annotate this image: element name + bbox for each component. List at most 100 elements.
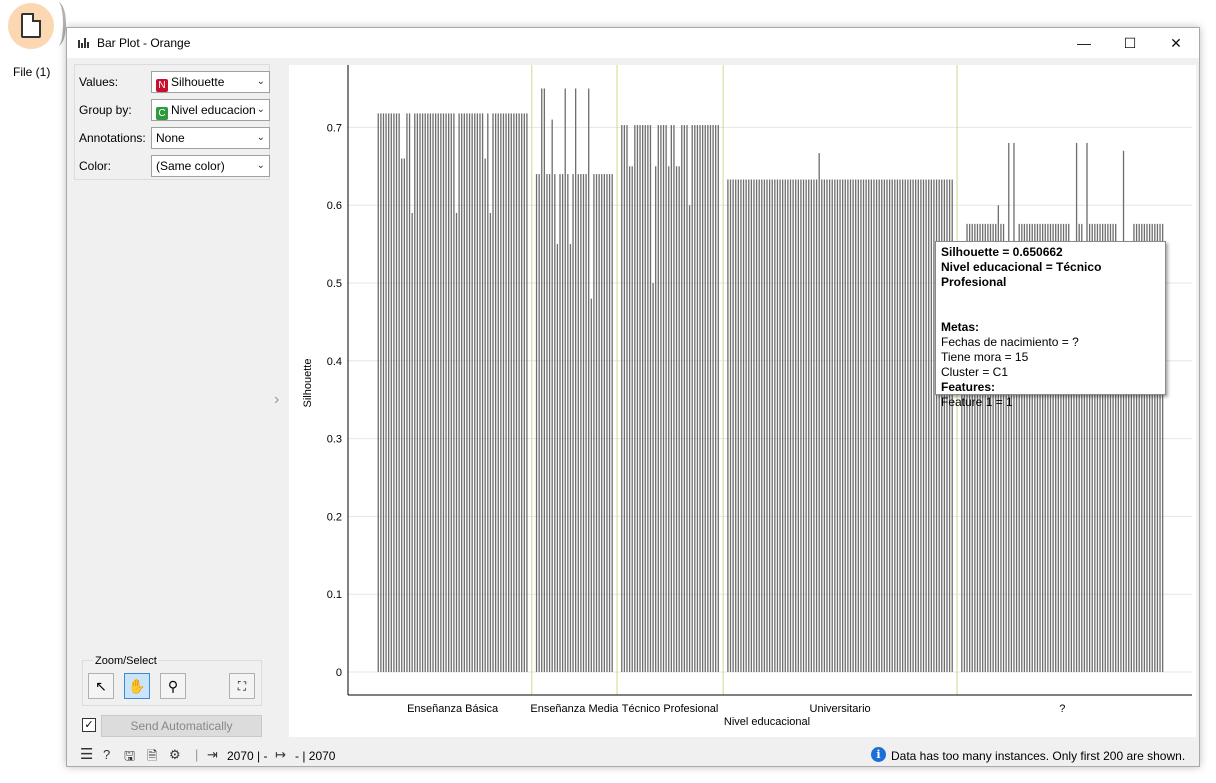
close-button[interactable]: ✕ xyxy=(1170,35,1182,51)
bar[interactable] xyxy=(437,113,439,672)
bar[interactable] xyxy=(1026,223,1028,672)
bar[interactable] xyxy=(1075,142,1078,673)
bar[interactable] xyxy=(474,113,476,672)
bar[interactable] xyxy=(1133,223,1135,672)
bar[interactable] xyxy=(554,174,556,672)
bar[interactable] xyxy=(987,223,989,672)
bar[interactable] xyxy=(1135,223,1138,672)
bar[interactable] xyxy=(735,179,737,672)
bar[interactable] xyxy=(644,125,646,672)
bar[interactable] xyxy=(818,153,820,672)
bar[interactable] xyxy=(508,113,510,672)
bar[interactable] xyxy=(984,223,986,672)
bar[interactable] xyxy=(753,179,755,672)
bar[interactable] xyxy=(377,113,379,672)
bar[interactable] xyxy=(580,174,582,672)
bar[interactable] xyxy=(1151,223,1153,672)
bar[interactable] xyxy=(1081,223,1083,672)
bar[interactable] xyxy=(1015,267,1018,672)
bar[interactable] xyxy=(1120,314,1122,672)
bar[interactable] xyxy=(868,179,870,672)
bar[interactable] xyxy=(742,179,745,672)
bar[interactable] xyxy=(631,166,633,673)
bar[interactable] xyxy=(694,125,696,672)
bar[interactable] xyxy=(1094,223,1096,672)
bar[interactable] xyxy=(745,179,747,672)
pan-tool-hand-icon[interactable]: ✋ xyxy=(124,673,150,699)
bar[interactable] xyxy=(1159,223,1161,672)
bar[interactable] xyxy=(548,174,551,672)
menu-icon[interactable]: ☰ xyxy=(80,746,94,763)
bar[interactable] xyxy=(678,166,680,673)
bar[interactable] xyxy=(797,179,799,672)
bar[interactable] xyxy=(771,179,773,672)
bar[interactable] xyxy=(800,179,802,672)
bar[interactable] xyxy=(699,125,701,672)
bar[interactable] xyxy=(390,113,392,672)
bar[interactable] xyxy=(1078,223,1080,672)
bar[interactable] xyxy=(543,88,546,673)
bar[interactable] xyxy=(971,223,973,672)
bar[interactable] xyxy=(569,244,572,672)
bar[interactable] xyxy=(1104,223,1106,672)
bar[interactable] xyxy=(873,179,875,672)
bar[interactable] xyxy=(1036,223,1039,672)
bar[interactable] xyxy=(1060,223,1062,672)
bar[interactable] xyxy=(401,158,403,672)
bar[interactable] xyxy=(380,113,382,672)
bar[interactable] xyxy=(1083,267,1086,672)
bar[interactable] xyxy=(1091,223,1093,672)
bar[interactable] xyxy=(1130,314,1132,672)
plot-area[interactable]: 0 0.1 0.2 0.3 0.4 0.5 0.6 0.7 Enseñanza Básica En… xyxy=(289,65,1196,737)
bar[interactable] xyxy=(748,179,750,672)
bar[interactable] xyxy=(395,113,398,672)
bar[interactable] xyxy=(523,113,525,672)
bar[interactable] xyxy=(805,179,807,672)
reset-zoom-fullscreen-icon[interactable]: ⛶ xyxy=(229,673,255,699)
bar[interactable] xyxy=(1057,223,1059,672)
bar[interactable] xyxy=(917,179,919,672)
bar[interactable] xyxy=(750,179,753,672)
bar[interactable] xyxy=(808,179,810,672)
bar[interactable] xyxy=(634,125,636,672)
bar[interactable] xyxy=(821,179,823,672)
bar[interactable] xyxy=(948,179,951,672)
bar[interactable] xyxy=(1021,223,1023,672)
bar[interactable] xyxy=(709,125,712,672)
bar[interactable] xyxy=(1052,223,1054,672)
bar[interactable] xyxy=(681,125,683,672)
bar[interactable] xyxy=(683,125,686,672)
bar[interactable] xyxy=(1031,223,1033,672)
bar[interactable] xyxy=(831,179,833,672)
bar[interactable] xyxy=(961,267,963,672)
bar[interactable] xyxy=(727,179,729,672)
bar[interactable] xyxy=(611,174,613,672)
bar[interactable] xyxy=(1044,223,1046,672)
bar[interactable] xyxy=(966,223,968,672)
bar[interactable] xyxy=(1068,223,1070,672)
bar[interactable] xyxy=(732,179,734,672)
bar[interactable] xyxy=(487,113,489,672)
bar[interactable] xyxy=(626,125,628,672)
bar[interactable] xyxy=(388,113,390,672)
bar[interactable] xyxy=(776,179,779,672)
bar[interactable] xyxy=(442,113,445,672)
bar[interactable] xyxy=(989,223,992,672)
zoom-tool-magnifier-icon[interactable]: ⚲ xyxy=(160,673,186,699)
bar[interactable] xyxy=(595,174,598,672)
bar[interactable] xyxy=(909,179,912,672)
bar[interactable] xyxy=(416,113,419,672)
bar[interactable] xyxy=(649,125,652,672)
bar[interactable] xyxy=(575,88,577,673)
report-icon[interactable]: 🗎 xyxy=(147,748,158,763)
bar[interactable] xyxy=(852,179,854,672)
bar[interactable] xyxy=(789,179,792,672)
bar[interactable] xyxy=(857,179,859,672)
bar[interactable] xyxy=(1156,223,1159,672)
bar[interactable] xyxy=(1039,223,1041,672)
bar[interactable] xyxy=(1008,142,1010,673)
bar[interactable] xyxy=(601,174,603,672)
bar[interactable] xyxy=(951,179,953,672)
bar[interactable] xyxy=(844,179,846,672)
bar[interactable] xyxy=(513,113,515,672)
